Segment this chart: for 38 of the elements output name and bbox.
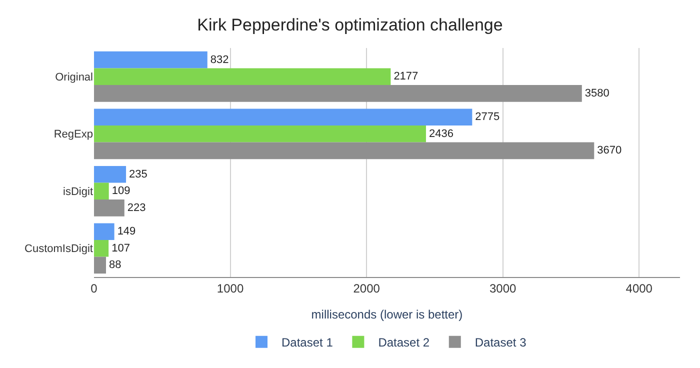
data-label: 2436 (428, 128, 454, 140)
x-tick-label: 1000 (216, 281, 244, 296)
bar (94, 182, 109, 200)
bar (94, 51, 208, 68)
y-tick-label: RegExp (54, 128, 93, 141)
data-label: 2177 (394, 70, 418, 83)
data-label: 149 (117, 226, 136, 238)
data-label: 3580 (584, 87, 610, 100)
x-tick-label: 3000 (489, 281, 517, 296)
bar (94, 166, 126, 183)
legend-label: Dataset 3 (474, 336, 527, 350)
y-tick-label: Original (55, 71, 93, 84)
x-tick-label: 0 (90, 281, 98, 296)
bar (94, 223, 114, 240)
legend-label: Dataset 1 (282, 336, 334, 350)
data-label: 109 (112, 185, 130, 198)
data-label: 88 (108, 259, 122, 272)
bar (94, 85, 582, 102)
legend-label: Dataset 2 (378, 336, 430, 350)
bar (94, 108, 472, 126)
bar (94, 125, 426, 142)
data-label: 235 (129, 168, 148, 180)
y-tick-label: CustomIsDigit (24, 243, 93, 256)
bar (94, 68, 391, 86)
bar (94, 256, 106, 274)
data-label: 107 (112, 242, 130, 254)
data-label: 223 (127, 202, 146, 214)
bar (94, 142, 594, 160)
data-label: 2775 (475, 111, 500, 124)
x-tick-label: 4000 (626, 281, 653, 296)
data-label: 3670 (597, 144, 622, 157)
y-tick-label: isDigit (63, 186, 93, 198)
x-axis-title: milliseconds (lower is better) (311, 307, 463, 322)
x-tick-label: 2000 (353, 281, 380, 296)
chart-title: Kirk Pepperdine's optimization challenge (197, 15, 503, 34)
data-label: 832 (210, 54, 229, 66)
bar (94, 240, 109, 257)
bar (94, 200, 124, 216)
